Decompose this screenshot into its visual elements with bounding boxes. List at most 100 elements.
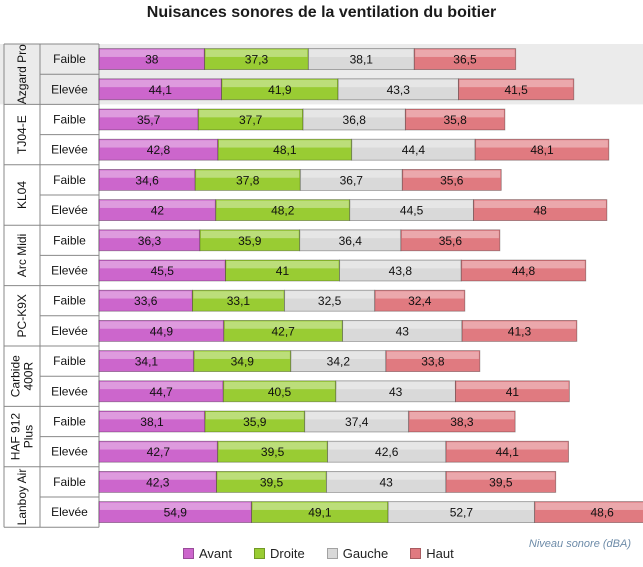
data-label: 36,3 [138,234,162,248]
data-label: 35,6 [439,234,463,248]
bar-segment [215,199,351,222]
legend-label: Gauche [342,546,389,561]
group-label: Azgard Pro [15,44,29,104]
data-label: 34,6 [135,173,159,187]
data-label: 36,5 [453,53,477,67]
legend-label: Avant [199,546,233,561]
bar-shine [285,291,374,299]
data-label: 43,8 [389,264,413,278]
bar-shine [459,79,573,88]
data-label: 39,5 [260,475,284,489]
group-label: TJ04-E [15,115,29,154]
bar-segment [474,138,610,161]
bar-shine [205,49,308,57]
bar-shine [100,140,217,148]
legend-swatch [326,548,338,559]
bar-shine [401,230,499,239]
legend-item-droite: Droite [254,546,305,561]
row-label: Faible [53,354,86,368]
bar-shine [339,79,458,88]
data-label: 35,6 [440,173,464,187]
data-label: 41,9 [268,83,292,97]
bar-shine [446,442,568,450]
bar-shine [100,110,198,118]
legend: Avant Droite Gauche Haut [183,546,476,561]
bar-segment [401,168,502,191]
data-label: 41,5 [504,83,528,97]
bar-segment [454,380,570,403]
row-label: Faible [53,113,86,127]
bar-shine [403,170,501,178]
data-label: 42,3 [146,475,170,489]
bar-shine [100,261,225,269]
legend-item-haut: Haut [410,546,454,561]
data-label: 37,3 [245,53,269,67]
data-label: 33,6 [134,294,158,308]
chart-title: Nuisances sonores de la ventilation du b… [146,4,497,21]
data-label: 37,8 [236,173,260,187]
bar-shine [462,261,585,269]
data-label: 48,1 [273,143,297,157]
bar-shine [218,140,351,148]
bar-shine [415,49,515,57]
data-label: 38,1 [140,415,164,429]
row-label: Elevée [51,384,88,398]
data-label: 38 [145,53,159,67]
row-label: Faible [53,52,86,66]
data-label: 54,9 [164,506,188,520]
bar-shine [300,230,400,239]
bar-shine [343,321,462,329]
bar-shine [304,110,405,118]
bar-shine [456,381,569,390]
data-label: 52,7 [450,506,474,520]
data-label: 34,9 [231,355,255,369]
legend-swatch [410,548,422,559]
data-label: 48,2 [271,204,295,218]
bar-shine [309,49,414,57]
bar-shine [199,110,303,118]
bar-shine [216,200,349,208]
bar-segment [98,78,222,101]
row-label: Elevée [51,264,88,278]
bar-shine [328,442,445,450]
data-label: 39,5 [261,445,285,459]
bar-shine [100,351,193,359]
data-label: 36,8 [343,113,367,127]
bar-segment [374,289,466,312]
bar-shine [100,291,192,299]
row-label: Elevée [51,445,88,459]
data-label: 48,6 [591,506,615,520]
data-label: 43 [389,385,403,399]
bar-segment [445,470,557,493]
row-label: Elevée [51,324,88,338]
data-label: 44,8 [512,264,536,278]
bar-segment [337,78,459,101]
bar-shine [352,140,475,148]
row-label: Elevée [51,82,88,96]
data-label: 37,7 [239,113,263,127]
data-label: 33,1 [227,294,251,308]
data-label: 40,5 [268,385,292,399]
data-label: 43 [396,324,410,338]
data-label: 43,3 [387,83,411,97]
bar-shine [446,472,555,480]
bar-shine [100,200,215,208]
bar-segment [98,319,225,342]
data-label: 39,5 [489,475,513,489]
bar-shine [327,472,445,480]
data-label: 35,9 [238,234,262,248]
data-label: 37,4 [345,415,369,429]
bar-shine [217,472,326,480]
bar-shine [389,502,534,510]
bar-shine [476,140,608,148]
bar-segment [404,108,506,131]
data-label: 48,1 [530,143,554,157]
row-label: Faible [53,233,86,247]
bar-shine [100,49,204,57]
data-label: 34,2 [327,355,351,369]
group-label: Arc Midi [15,234,29,277]
bar-shine [100,321,223,329]
bar-segment [460,259,587,282]
data-label: 32,5 [318,294,342,308]
bar-shine [226,261,339,269]
